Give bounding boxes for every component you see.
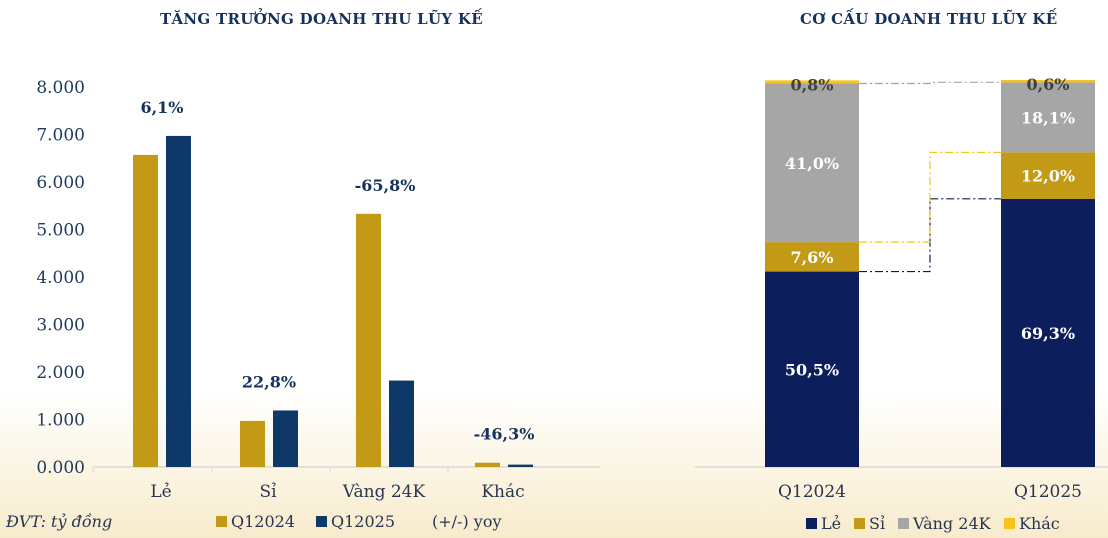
legend-label: Khác — [1019, 514, 1060, 533]
segment-label: 69,3% — [1021, 324, 1075, 343]
y-tick-label: 1.000 — [36, 411, 85, 431]
y-tick-label: 8.000 — [36, 78, 85, 98]
stacked-segment-lẻ — [1001, 198, 1095, 467]
legend-q12024: Q12024 — [216, 512, 295, 531]
x-tick-label: Q12024 — [778, 482, 846, 502]
legend-label: Q12024 — [231, 512, 296, 531]
stacked-segment-vàng-24k — [1001, 82, 1095, 153]
bar-q12025 — [508, 464, 533, 467]
bar-q12025 — [389, 380, 414, 467]
y-tick-label: 0.000 — [36, 458, 85, 478]
legend-q12025: Q12025 — [316, 512, 395, 531]
x-tick-label: Sỉ — [259, 482, 277, 502]
y-tick-label: 2.000 — [36, 363, 85, 383]
legend-le: Lẻ — [806, 514, 841, 533]
segment-label: 12,0% — [1021, 167, 1075, 186]
legend-si: Sỉ — [854, 514, 885, 533]
segment-label: 18,1% — [1021, 108, 1075, 127]
bar-q12024 — [133, 154, 158, 468]
legend-yoy: (+/-) yoy — [432, 512, 501, 531]
bar-q12024 — [240, 420, 265, 467]
bar-q12025 — [273, 410, 298, 467]
legend-vang-24k: Vàng 24K — [898, 514, 991, 533]
legend-label: Sỉ — [869, 514, 886, 533]
segment-label: 0,6% — [1026, 75, 1069, 94]
bar-q12025 — [166, 135, 191, 468]
stacked-segment-khác — [765, 80, 859, 84]
legend-swatch — [898, 518, 909, 529]
legend-khac: Khác — [1004, 514, 1060, 533]
y-tick-label: 3.000 — [36, 316, 85, 336]
unit-note: ĐVT: tỷ đồng — [6, 512, 113, 531]
x-tick-label: Q12025 — [1014, 482, 1082, 502]
y-tick-label: 4.000 — [36, 268, 85, 288]
legend-swatch — [316, 516, 327, 527]
right-chart-title: CƠ CẤU DOANH THU LŨY KẾ — [800, 10, 1058, 28]
legend-label: Vàng 24K — [913, 514, 991, 533]
connector-line — [859, 81, 1001, 85]
stacked-segment-vàng-24k — [765, 83, 859, 243]
legend-label: (+/-) yoy — [432, 512, 502, 531]
legend-swatch — [806, 518, 817, 529]
yoy-label: -65,8% — [355, 176, 416, 195]
legend-swatch — [854, 518, 865, 529]
x-tick-label: Lẻ — [150, 482, 171, 502]
bar-q12024 — [475, 462, 500, 467]
legend-swatch — [1004, 518, 1015, 529]
connector-line — [859, 151, 1001, 243]
stacked-segment-khác — [1001, 80, 1095, 83]
yoy-label: 22,8% — [242, 372, 296, 391]
segment-label: 0,8% — [790, 75, 833, 94]
segment-label: 41,0% — [785, 154, 839, 173]
yoy-label: 6,1% — [140, 98, 183, 117]
left-chart-title: TĂNG TRƯỞNG DOANH THU LŨY KẾ — [160, 10, 483, 28]
stacked-segment-lẻ — [765, 271, 859, 467]
segment-label: 50,5% — [785, 360, 839, 379]
stacked-segment-sỉ — [1001, 152, 1095, 199]
y-tick-label: 6.000 — [36, 173, 85, 193]
bar-q12024 — [356, 213, 381, 467]
legend-label: Q12025 — [331, 512, 396, 531]
connector-line — [859, 198, 1001, 273]
yoy-label: -46,3% — [474, 425, 535, 444]
x-tick-label: Vàng 24K — [342, 482, 426, 502]
legend-label: Lẻ — [821, 514, 842, 533]
y-tick-label: 5.000 — [36, 221, 85, 241]
segment-label: 7,6% — [790, 248, 833, 267]
y-tick-label: 7.000 — [36, 126, 85, 146]
legend-swatch — [216, 516, 227, 527]
x-tick-label: Khác — [481, 482, 524, 502]
stacked-segment-sỉ — [765, 242, 859, 272]
